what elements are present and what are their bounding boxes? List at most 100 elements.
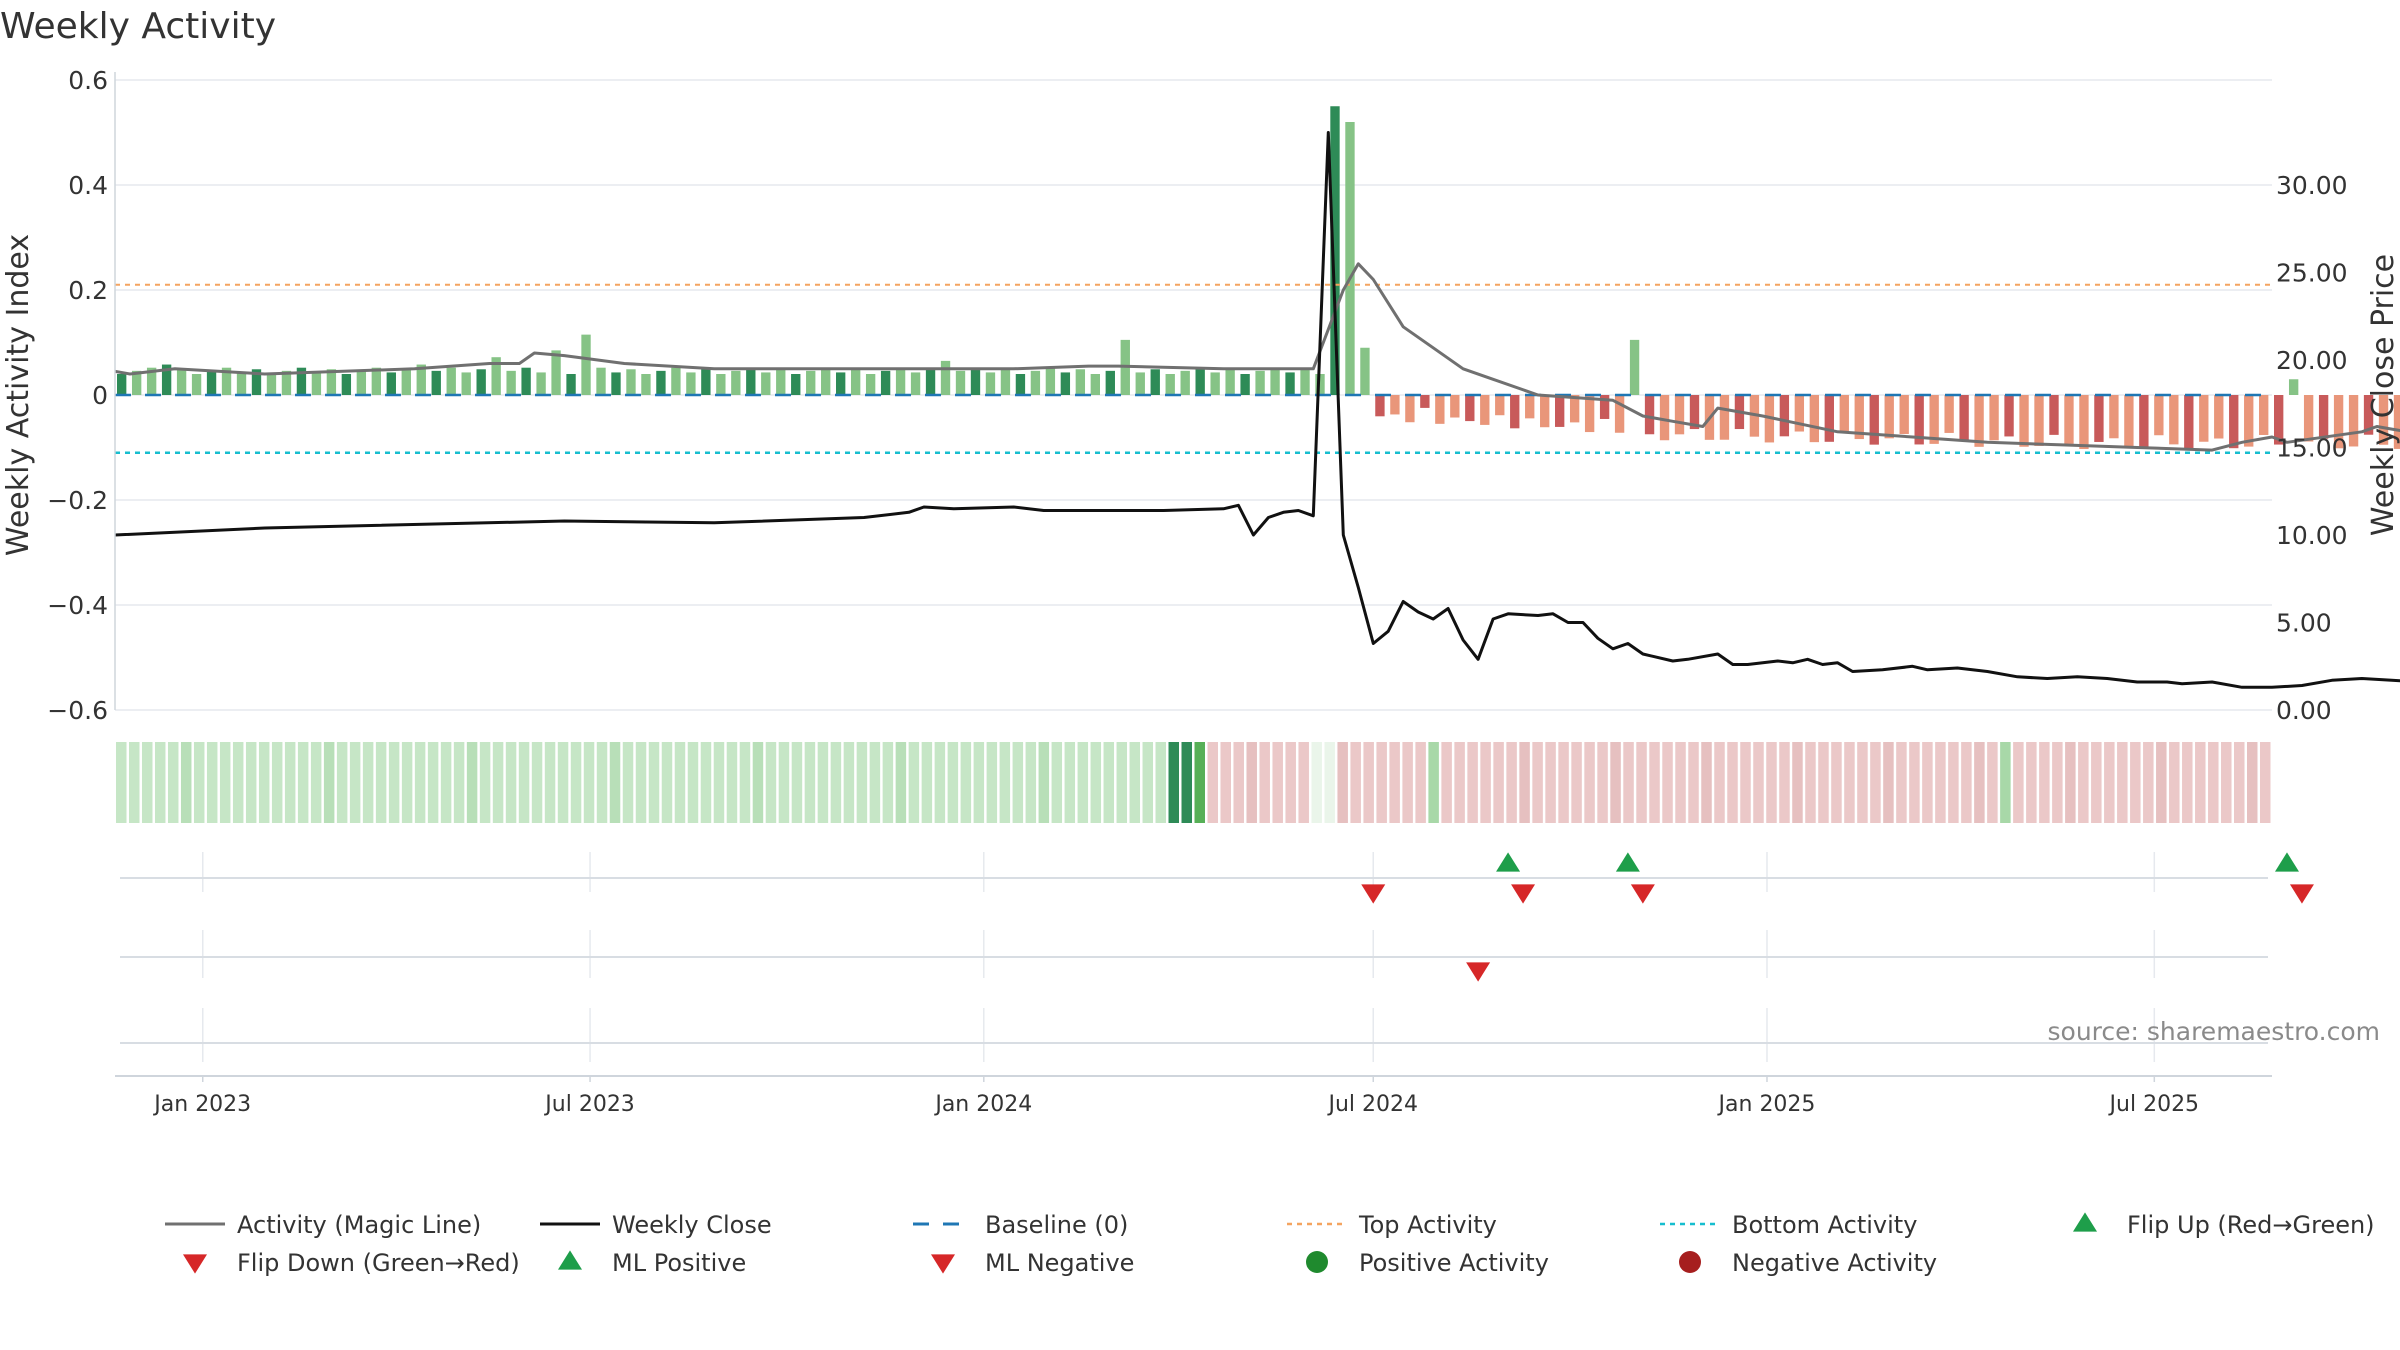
x-tick-label: Jul 2023 — [543, 1092, 635, 1117]
activity-bar — [1794, 395, 1805, 432]
activity-bar — [2274, 395, 2284, 445]
activity-bar — [1974, 395, 1984, 447]
activity-strip-cell — [1961, 742, 1972, 823]
activity-strip-cell — [1389, 742, 1400, 823]
activity-bar — [821, 367, 831, 395]
activity-bar — [686, 372, 696, 395]
activity-strip-cell — [2208, 742, 2219, 823]
activity-bar — [1045, 367, 1056, 395]
flip-down-marker — [2289, 884, 2314, 904]
activity-strip-cell — [1376, 742, 1387, 823]
activity-strip-cell — [2104, 742, 2115, 823]
activity-bar — [131, 370, 142, 395]
activity-strip-cell — [843, 742, 855, 823]
activity-strip-cell — [1077, 742, 1089, 823]
legend-swatch — [2073, 1212, 2097, 1232]
legend-item: Bottom Activity — [1660, 1211, 1917, 1239]
activity-bar — [1090, 374, 1101, 395]
activity-bar — [1135, 372, 1145, 395]
activity-strip-cell — [141, 742, 153, 823]
activity-strip-cell — [1038, 742, 1050, 823]
activity-strip-cell — [1753, 742, 1764, 823]
activity-bar — [2378, 395, 2389, 445]
activity-strip-cell — [2026, 742, 2037, 823]
weekly-close-series — [114, 131, 2400, 689]
activity-strip-cell — [1090, 742, 1102, 823]
activity-bar — [566, 374, 576, 395]
activity-bar — [506, 370, 516, 395]
activity-strip-cell — [596, 742, 608, 823]
activity-strip-cell — [1571, 742, 1582, 823]
activity-strip-cell — [1649, 742, 1660, 823]
activity-bar — [1884, 395, 1894, 439]
activity-strip-cell — [960, 742, 972, 823]
activity-strip-cell — [1662, 742, 1673, 823]
activity-bar — [611, 372, 621, 395]
activity-strip-cell — [869, 742, 881, 823]
flip-up-marker — [2274, 852, 2299, 872]
activity-strip-cell — [1675, 742, 1686, 823]
legend-label: Weekly Close — [612, 1211, 772, 1239]
activity-bar — [1255, 370, 1265, 395]
activity-strip-cell — [466, 742, 478, 823]
legend-swatch — [558, 1250, 582, 1270]
activity-bar — [1824, 395, 1834, 442]
activity-bar — [1779, 395, 1790, 437]
activity-strip-cell — [1246, 742, 1257, 823]
activity-strip-cell — [2143, 742, 2154, 823]
activity-bar — [1869, 395, 1879, 445]
activity-strip-cell — [1818, 742, 1829, 823]
activity-bar — [1839, 395, 1849, 431]
activity-strip-cell — [271, 742, 283, 823]
activity-strip-cell — [362, 742, 374, 823]
activity-strip-cell — [1779, 742, 1790, 823]
activity-strip-cell — [1194, 742, 1205, 823]
activity-bar — [1150, 369, 1160, 395]
activity-bar — [1435, 395, 1445, 424]
source-note: source: sharemaestro.com — [2048, 1017, 2381, 1046]
activity-strip-cell — [1792, 742, 1803, 823]
flip-down-marker — [1511, 884, 1536, 904]
activity-strip-cell — [1623, 742, 1634, 823]
activity-strip-cell — [1350, 742, 1361, 823]
chart-title: Weekly Activity — [0, 6, 276, 47]
activity-strip-cell — [1857, 742, 1868, 823]
activity-strip-cell — [973, 742, 985, 823]
activity-bar — [117, 374, 127, 395]
activity-strip-cell — [1727, 742, 1738, 823]
activity-bar — [356, 370, 367, 395]
activity-strip-cell — [193, 742, 205, 823]
activity-strip-cell — [1285, 742, 1296, 823]
activity-bar — [1165, 374, 1175, 395]
activity-bar — [746, 367, 756, 395]
activity-strip-cell — [830, 742, 842, 823]
activity-bar — [1285, 372, 1295, 395]
legend-label: Activity (Magic Line) — [237, 1211, 481, 1239]
activity-bar — [1180, 370, 1190, 395]
activity-bar — [940, 360, 951, 395]
activity-strip-cell — [2065, 742, 2076, 823]
activity-bar — [656, 370, 666, 395]
activity-strip-cell — [1259, 742, 1270, 823]
y-right-tick-label: 15.00 — [2276, 434, 2348, 463]
activity-strip-cell — [1974, 742, 1985, 823]
activity-strip-cell — [349, 742, 361, 823]
activity-bar — [536, 372, 546, 395]
x-tick-label: Jan 2023 — [152, 1092, 251, 1117]
activity-bar — [2049, 395, 2059, 435]
x-tick-label: Jul 2025 — [2108, 1092, 2200, 1117]
activity-strip-cell — [440, 742, 452, 823]
activity-bar — [2363, 395, 2374, 435]
activity-strip-cell — [1935, 742, 1946, 823]
activity-bar — [1060, 372, 1071, 395]
activity-strip-cell — [128, 742, 140, 823]
activity-bar — [1390, 395, 1400, 415]
activity-bar — [1345, 122, 1355, 395]
y-left-tick-label: −0.6 — [47, 696, 108, 725]
activity-strip-cell — [505, 742, 517, 823]
activity-bar — [401, 369, 411, 395]
activity-bar — [521, 367, 531, 395]
activity-strip-cell — [856, 742, 868, 823]
activity-strip-cell — [297, 742, 309, 823]
activity-bar — [2034, 395, 2044, 446]
